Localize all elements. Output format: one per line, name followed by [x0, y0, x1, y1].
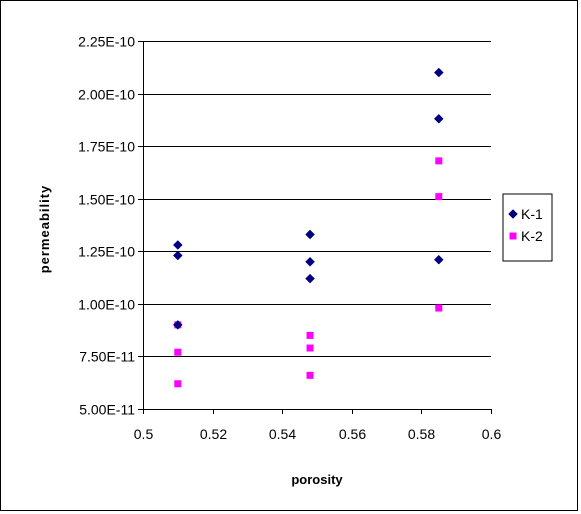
legend-item-k-1: K-1	[508, 206, 543, 222]
legend-box	[502, 193, 553, 262]
legend-item-k-2-label: K-2	[521, 228, 543, 244]
data-points	[172, 67, 444, 388]
k-2-point	[174, 348, 182, 356]
legend-items: K-1K-2	[508, 206, 543, 244]
legend: K-1K-2	[502, 193, 553, 262]
k-2-point	[174, 380, 182, 388]
k-2-point	[435, 193, 443, 201]
k-1-point	[433, 254, 444, 265]
k-1-point	[172, 250, 183, 261]
legend-item-k-1-label: K-1	[521, 206, 543, 222]
y-tick-label: 1.75E-10	[78, 139, 135, 155]
x-tick-label: 0.5	[134, 426, 154, 442]
gridlines	[138, 41, 491, 410]
y-tick-label: 1.50E-10	[78, 192, 135, 208]
legend-item-k-2-marker	[509, 232, 517, 240]
legend-item-k-2: K-2	[509, 228, 543, 244]
k-1-point	[305, 273, 315, 284]
k-2-point	[306, 344, 314, 352]
x-tick-label: 0.52	[200, 426, 227, 442]
x-tick-label: 0.58	[408, 426, 435, 442]
k-2-point	[435, 157, 443, 165]
k-2-point	[306, 371, 314, 379]
y-tick-labels: 5.00E-11 7.50E-11 1.00E-10 1.25E-10 1.50E-10…	[78, 34, 135, 418]
k-1-point	[433, 113, 444, 124]
k-1-point	[172, 320, 183, 330]
legend-item-k-1-marker	[508, 209, 518, 219]
y-tick-label: 7.50E-11	[79, 349, 135, 365]
x-tick-label: 0.6	[482, 426, 502, 442]
k-1-point	[172, 240, 183, 250]
y-tick-label: 5.00E-11	[79, 402, 135, 418]
k-2-point	[306, 331, 314, 339]
y-tick-label: 1.00E-10	[78, 297, 135, 313]
x-tick-label: 0.56	[339, 426, 366, 442]
y-tick-label: 2.00E-10	[78, 87, 135, 103]
y-axis-title: permeability	[37, 185, 52, 274]
x-tick-labels: 0.5 0.52 0.54 0.56 0.58 0.6	[134, 426, 502, 442]
x-axis-title: porosity	[291, 472, 343, 487]
y-tick-label: 1.25E-10	[78, 244, 135, 260]
k-1-point	[305, 229, 315, 240]
x-tick-label: 0.54	[269, 426, 296, 442]
k-1-point	[305, 256, 315, 267]
k-2-point	[435, 304, 443, 312]
y-tick-label: 2.25E-10	[78, 34, 135, 50]
k-1-point	[433, 67, 444, 78]
axes	[143, 41, 492, 414]
